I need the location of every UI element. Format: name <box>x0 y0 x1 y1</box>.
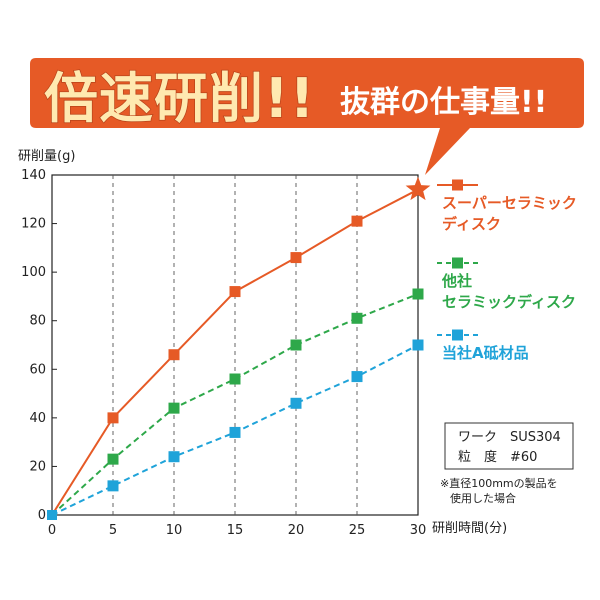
legend-swatch-marker-1 <box>452 257 463 269</box>
series-0-point-4 <box>290 252 302 264</box>
y-tick-label-3: 60 <box>29 362 46 377</box>
x-tick-label-4: 20 <box>288 523 305 538</box>
banner-title: 倍速研削!! <box>44 67 315 130</box>
note-line-2: 使用した場合 <box>450 491 516 505</box>
series-1-point-5 <box>351 312 363 324</box>
series-2-point-2 <box>168 451 180 463</box>
legend-label-0-0: スーパーセラミック <box>442 194 577 212</box>
x-tick-label-1: 5 <box>109 523 117 538</box>
series-0-point-2 <box>168 349 180 361</box>
y-tick-label-5: 100 <box>21 265 46 280</box>
series-1-point-4 <box>290 339 302 351</box>
note-line-1: ※直径100mmの製品を <box>440 476 558 490</box>
series-2-point-6 <box>412 339 424 351</box>
x-tick-label-0: 0 <box>48 523 56 538</box>
series-1-point-3 <box>229 373 241 385</box>
series-1-point-1 <box>107 453 119 465</box>
y-tick-label-2: 40 <box>29 411 46 426</box>
grid-layer <box>112 175 358 515</box>
y-tick-label-0: 0 <box>38 508 46 523</box>
legend-swatch-marker-0 <box>452 179 463 191</box>
legend-label-1-0: 他社 <box>441 272 472 290</box>
banner-bubble <box>30 58 584 175</box>
info-grit: 粒 度 #60 <box>458 449 537 465</box>
series-2-point-3 <box>229 426 241 438</box>
x-tick-label-2: 10 <box>166 523 183 538</box>
series-2-point-0 <box>47 510 57 520</box>
banner-subtitle: 抜群の仕事量!! <box>340 85 547 120</box>
x-tick-label-6: 30 <box>410 523 427 538</box>
info-box: ワーク SUS304 粒 度 #60 <box>444 422 574 470</box>
x-axis-label: 研削時間(分) <box>432 521 507 536</box>
legend-swatch-marker-2 <box>452 329 463 341</box>
series-0-point-3 <box>229 286 241 298</box>
info-box-frame <box>444 422 574 470</box>
legend-label-2-0: 当社A砥材品 <box>442 344 529 362</box>
y-tick-label-6: 120 <box>21 217 46 232</box>
series-1-point-2 <box>168 402 180 414</box>
x-tick-label-5: 25 <box>349 523 366 538</box>
x-tick-label-3: 15 <box>227 523 244 538</box>
y-axis-label: 研削量(g) <box>18 149 75 164</box>
series-1-point-6 <box>412 288 424 300</box>
legend-label-0-1: ディスク <box>442 215 501 233</box>
y-tick-label-4: 80 <box>29 314 46 329</box>
series-2-point-4 <box>290 397 302 409</box>
series-2-point-1 <box>107 480 119 492</box>
series-2-point-5 <box>351 371 363 383</box>
series-layer <box>47 176 431 520</box>
y-tick-label-1: 20 <box>29 459 46 474</box>
banner: 倍速研削!! 抜群の仕事量!! <box>30 58 584 175</box>
y-tick-labels: 0 20 40 60 80 100 120 140 <box>21 168 57 523</box>
info-workpiece: ワーク SUS304 <box>458 430 561 445</box>
series-0-point-1 <box>107 412 119 424</box>
series-0-point-6-star <box>405 176 431 201</box>
y-tick-label-7: 140 <box>21 168 46 183</box>
legend-label-1-1: セラミックディスク <box>442 293 576 311</box>
x-tick-labels: 0 5 10 15 20 25 30 <box>48 523 426 538</box>
series-0-point-5 <box>351 215 363 227</box>
